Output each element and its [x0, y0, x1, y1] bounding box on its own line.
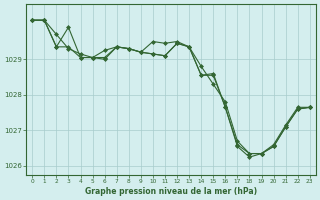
X-axis label: Graphe pression niveau de la mer (hPa): Graphe pression niveau de la mer (hPa): [85, 187, 257, 196]
